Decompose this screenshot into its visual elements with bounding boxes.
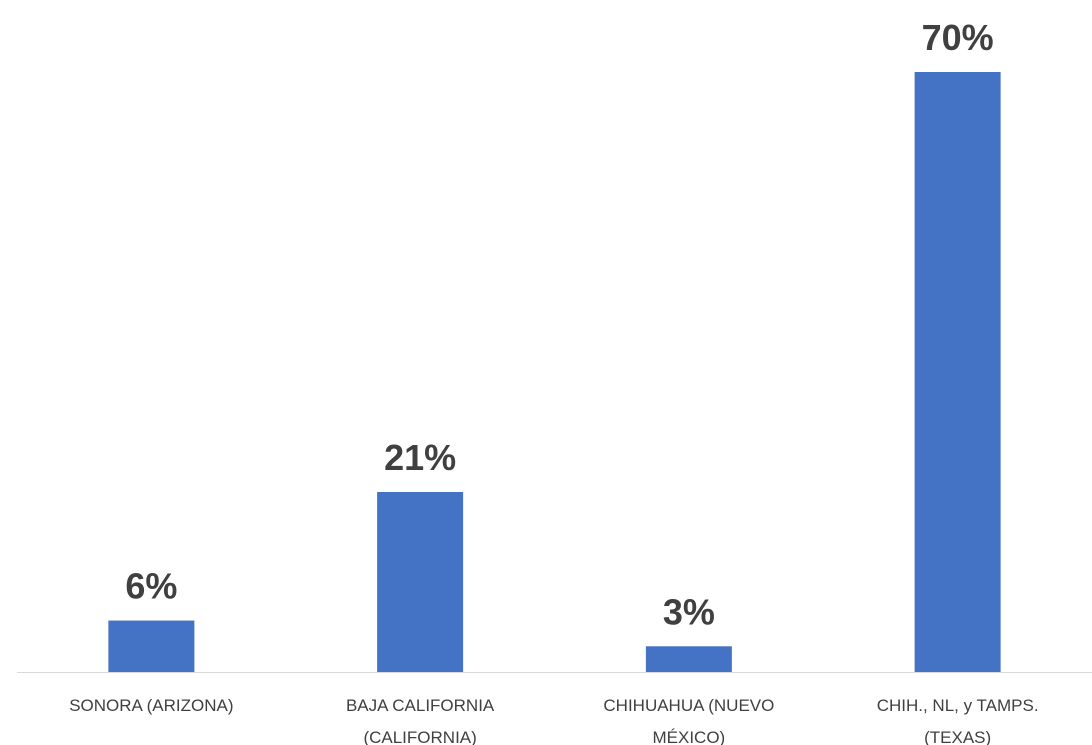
- x-tick-label: SONORA (ARIZONA): [69, 696, 234, 715]
- value-label: 70%: [922, 17, 994, 58]
- bar: [377, 492, 464, 672]
- bar: [108, 620, 195, 672]
- x-tick-label: BAJA CALIFORNIA (CALIFORNIA): [345, 696, 495, 745]
- value-label: 21%: [384, 437, 456, 478]
- x-tick-label: CHIH., NL, y TAMPS. (TEXAS): [876, 696, 1039, 745]
- bar: [645, 646, 732, 672]
- value-label: 3%: [663, 591, 715, 632]
- bar: [914, 72, 1001, 672]
- value-label: 6%: [125, 566, 177, 607]
- x-tick-label: CHIHUAHUA (NUEVO MÉXICO): [603, 696, 775, 745]
